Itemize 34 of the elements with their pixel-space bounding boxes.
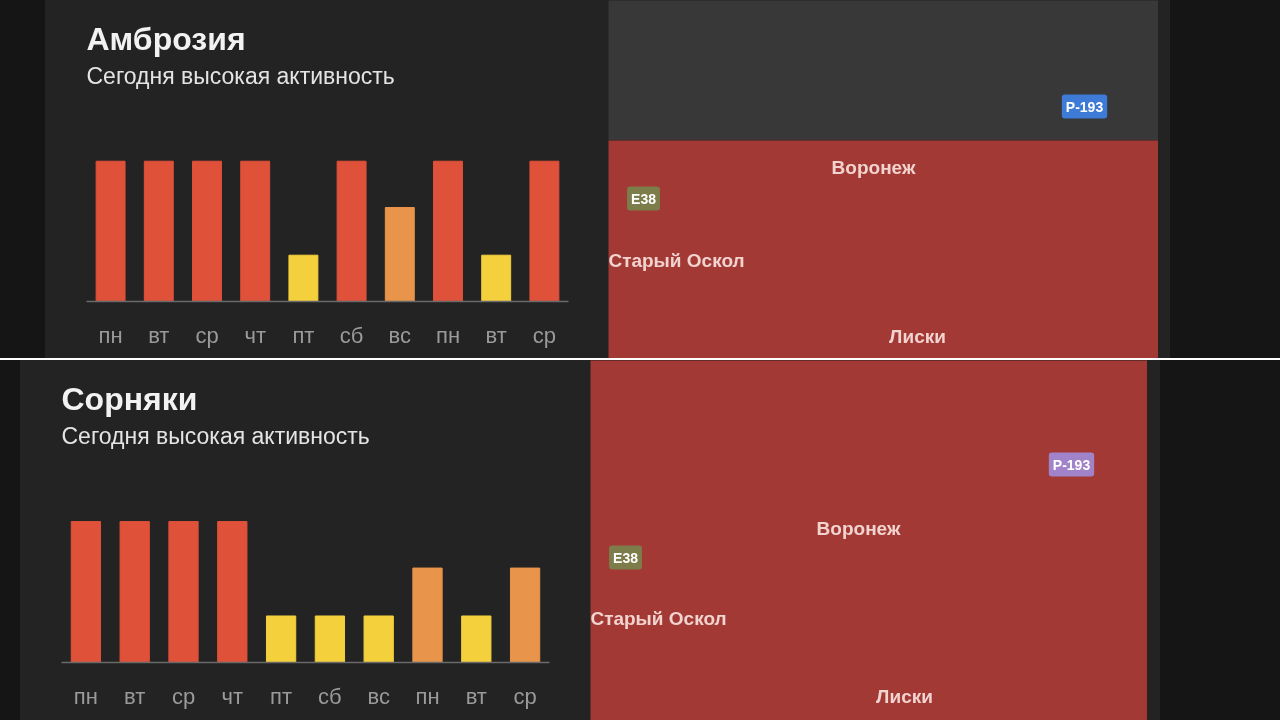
x-tick-label: пн [435,322,461,348]
x-tick-label: вт [485,322,507,348]
text: Лиски [889,326,946,347]
x-tick-label: ср [513,683,537,709]
chart-subtitle: Сегодня высокая активность [61,422,370,449]
x-tick-label: пн [98,322,123,348]
text: Старый Оскол [608,250,745,271]
text: E38 [631,190,657,207]
text: Р-193 [1052,456,1091,473]
chart-title: Амброзия [86,20,246,57]
x-tick-label: вс [388,322,412,348]
x-tick-label: ср [171,683,196,709]
chart-title: Сорняки [61,380,198,417]
text: Воронеж [831,157,916,178]
text: Старый Оскол [590,608,727,629]
text: Р-193 [1065,98,1104,115]
x-tick-label: сб [318,683,342,709]
x-tick-label: ср [532,322,557,348]
x-tick-label: вт [124,683,146,709]
x-tick-label: пт [270,683,293,709]
x-tick-label: вт [148,322,170,348]
x-tick-label: вт [465,683,487,709]
x-tick-label: сб [339,322,364,348]
x-tick-label: чт [221,683,244,709]
text: E38 [613,549,639,566]
x-tick-label: пн [73,683,98,709]
x-tick-label: пт [292,322,315,348]
x-tick-label: вс [367,683,390,709]
x-tick-label: пн [415,683,440,709]
x-tick-label: ср [195,322,219,348]
text: Лиски [876,686,933,707]
chart-subtitle: Сегодня высокая активность [86,62,395,89]
x-tick-label: чт [244,322,266,348]
text: Воронеж [816,518,901,539]
